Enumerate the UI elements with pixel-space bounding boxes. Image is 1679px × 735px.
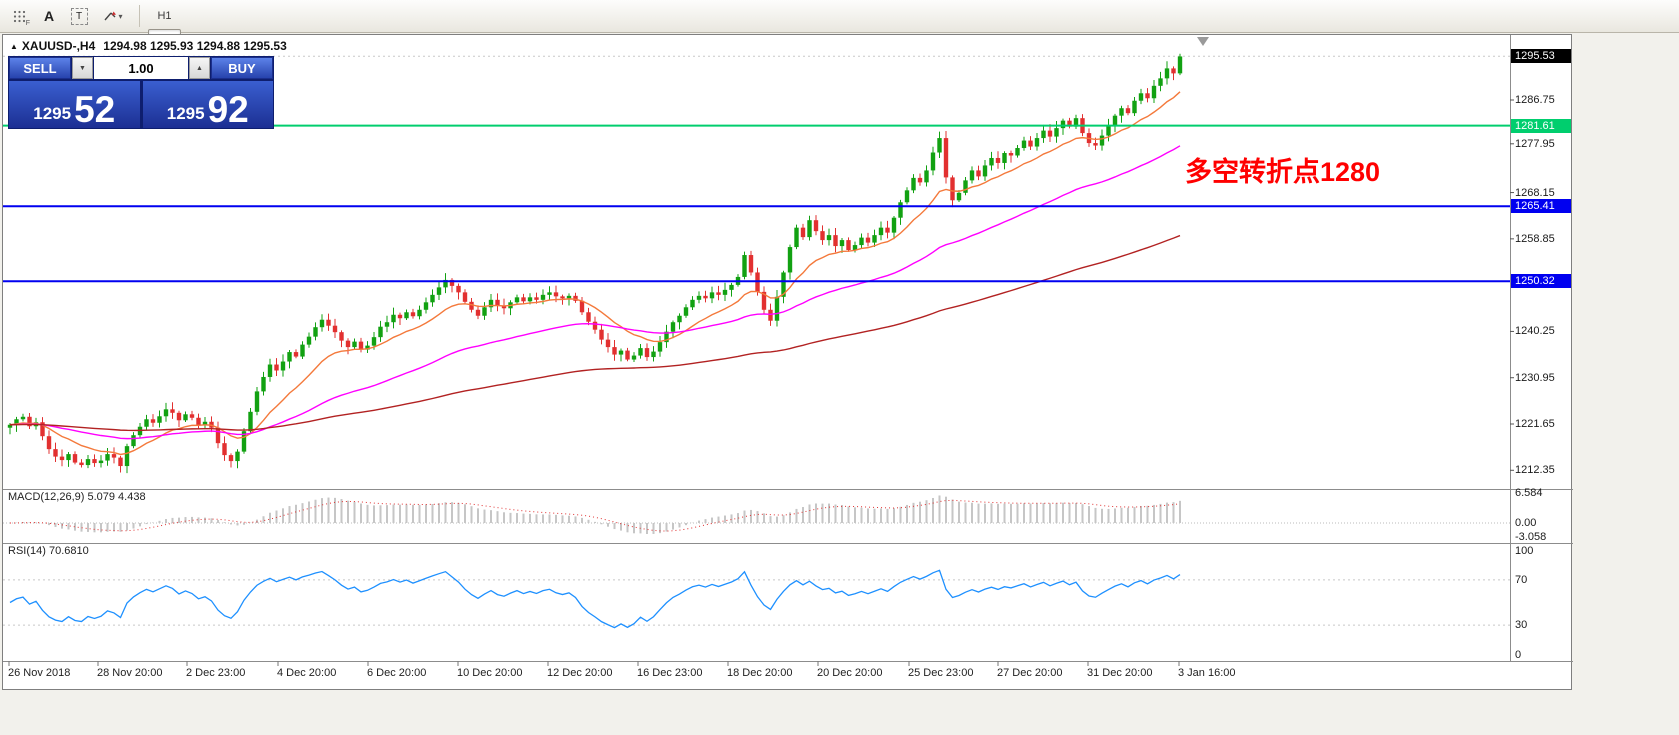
sell-price-display[interactable]: 1295 52 xyxy=(9,81,140,128)
grid-dots-icon xyxy=(13,10,25,22)
toolbar-separator xyxy=(139,5,140,27)
arrow-tools-dropdown[interactable]: ▾ xyxy=(95,3,131,29)
triangle-up-icon: ▲ xyxy=(196,64,203,72)
rsi-panel-area[interactable] xyxy=(3,544,1510,661)
top-toolbar: F A T ▾ M1M5M15M30H1H4D1W1MN xyxy=(0,0,1679,126)
grid-tool-sublabel: F xyxy=(25,20,30,27)
triangle-down-icon: ▼ xyxy=(79,64,86,72)
buy-price-display[interactable]: 1295 92 xyxy=(142,81,273,130)
sell-price-big: 52 xyxy=(74,88,116,130)
one-click-trading-panel: SELL ▼ ▲ BUY 1295 52 1295 92 xyxy=(8,56,274,129)
macd-panel-area[interactable] xyxy=(3,490,1510,543)
volume-down-button[interactable]: ▼ xyxy=(72,57,93,79)
timeframe-button-h1[interactable]: H1 xyxy=(157,10,172,22)
volume-input[interactable] xyxy=(94,57,188,79)
grid-tool-icon[interactable]: F xyxy=(5,3,33,29)
chevron-down-icon: ▾ xyxy=(118,11,123,21)
price-scale[interactable] xyxy=(1511,35,1573,661)
sell-price-main: 1295 xyxy=(33,104,72,123)
buy-button[interactable]: BUY xyxy=(211,57,273,79)
symbol-label: XAUUSD-,H4 xyxy=(21,39,96,53)
chart-annotation-text: 多空转折点1280 xyxy=(1185,157,1381,187)
chart-title: ▲ XAUUSD-,H4 1294.98 1295.93 1294.88 1295.… xyxy=(10,39,287,53)
label-tool-icon[interactable]: A xyxy=(43,8,55,24)
window-arrow-icon: ▲ xyxy=(10,42,18,51)
trendline-icon xyxy=(104,11,117,21)
time-scale[interactable] xyxy=(3,662,1510,688)
volume-up-button[interactable]: ▲ xyxy=(189,57,210,79)
sell-button[interactable]: SELL xyxy=(9,57,71,79)
buy-price-big: 92 xyxy=(207,88,249,130)
ohlc-values: 1294.98 1295.93 1294.88 1295.53 xyxy=(103,39,287,53)
buy-price-main: 1295 xyxy=(166,104,205,123)
text-tool-icon[interactable]: T xyxy=(65,3,93,29)
